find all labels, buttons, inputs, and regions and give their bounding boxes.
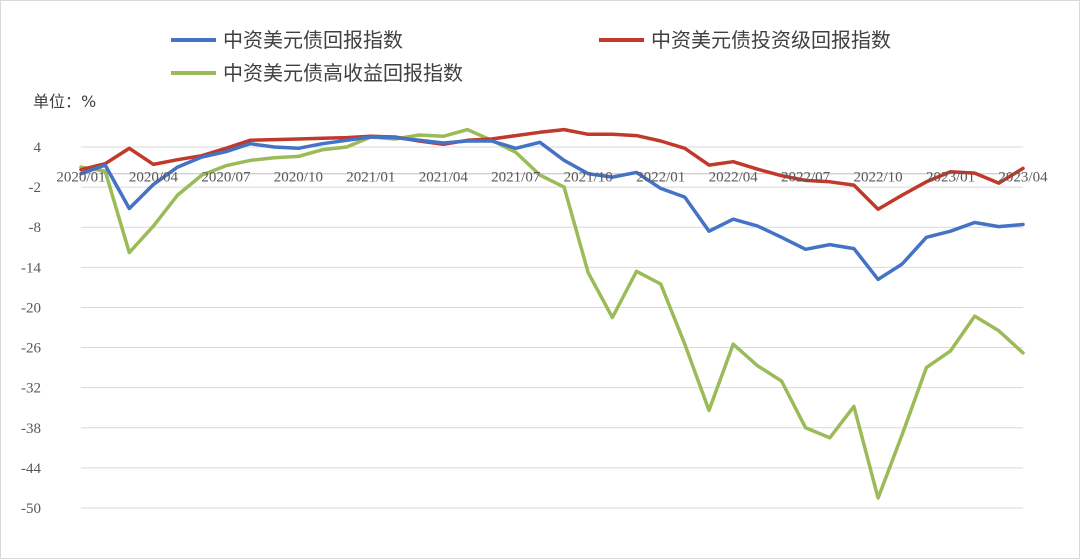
y-tick-label: -26 [21, 341, 41, 357]
legend: 中资美元债回报指数 中资美元债投资级回报指数 中资美元债高收益回报指数 [171, 28, 891, 85]
x-tick-label: 2022/04 [709, 170, 759, 186]
x-tick-label: 2020/01 [56, 170, 105, 186]
x-tick-label: 2023/01 [926, 170, 975, 186]
y-tick-label: -50 [21, 501, 41, 517]
series-line-2 [79, 127, 1025, 500]
x-tick-label: 2023/04 [998, 170, 1048, 186]
x-tick-label: 2020/07 [201, 170, 251, 186]
y-tick-label: -8 [29, 220, 42, 236]
y-tick-label: -14 [21, 260, 41, 276]
gridlines [81, 146, 1023, 509]
x-tick-label: 2022/10 [853, 170, 902, 186]
x-tick-label: 2020/04 [129, 170, 179, 186]
x-tick-label: 2021/10 [564, 170, 613, 186]
y-tick-label: -32 [21, 381, 41, 397]
x-tick-label: 2022/01 [636, 170, 685, 186]
series-lines [79, 127, 1025, 500]
legend-label-overall: 中资美元债回报指数 [223, 28, 403, 52]
legend-item-overall: 中资美元债回报指数 [171, 28, 403, 52]
series-line-1 [79, 127, 1025, 211]
x-tick-label: 2021/01 [346, 170, 395, 186]
legend-item-investment-grade: 中资美元债投资级回报指数 [599, 28, 891, 52]
unit-label: 单位：% [33, 92, 96, 111]
y-tick-label: -20 [21, 300, 41, 316]
axis-labels: 4 -2 -8 -14 -20 -26 -32 -38 -44 -50 2020/01 2020/04… [21, 140, 1048, 517]
legend-label-investment-grade: 中资美元债投资级回报指数 [651, 28, 891, 52]
legend-item-high-yield: 中资美元债高收益回报指数 [171, 61, 463, 85]
x-tick-label: 2021/04 [419, 170, 469, 186]
x-tick-label: 2021/07 [491, 170, 541, 186]
series-line-0 [79, 135, 1025, 282]
x-tick-label: 2020/10 [274, 170, 323, 186]
y-tick-label: -2 [29, 180, 42, 196]
x-tick-label: 2022/07 [781, 170, 831, 186]
y-tick-label: -44 [21, 461, 41, 477]
y-tick-label: -38 [21, 421, 41, 437]
legend-label-high-yield: 中资美元债高收益回报指数 [223, 61, 463, 85]
y-tick-label: 4 [34, 140, 42, 156]
